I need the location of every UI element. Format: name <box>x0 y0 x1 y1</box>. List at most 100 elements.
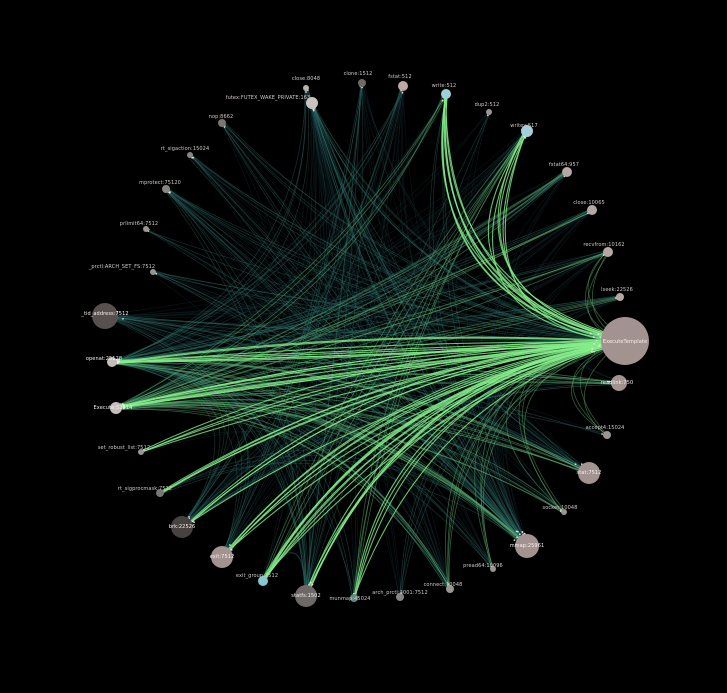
graph-node-pread64_10096[interactable] <box>490 566 496 572</box>
edge <box>305 86 404 595</box>
edge-endpoint-dot <box>168 191 171 194</box>
edge <box>113 170 570 364</box>
edge-endpoint-dot <box>118 358 120 361</box>
edge <box>111 88 307 364</box>
graph-node-statfs_1502[interactable] <box>295 585 317 607</box>
edge <box>219 121 528 546</box>
edge <box>183 341 627 529</box>
edge <box>151 271 625 344</box>
graph-node-openat_25128[interactable] <box>107 357 117 367</box>
graph-node-label-recvfrom_10162: recvfrom:10162 <box>583 242 624 248</box>
edge <box>310 101 359 600</box>
graph-node-close_8048[interactable] <box>303 85 309 91</box>
edge <box>262 132 530 583</box>
graph-node-nop_8662[interactable] <box>218 119 226 127</box>
edge <box>310 104 453 590</box>
graph-node-socket_10048[interactable] <box>561 509 567 515</box>
edge <box>181 384 618 527</box>
edge <box>487 132 627 341</box>
graph-node-label-writev_517: writev:517 <box>510 123 537 129</box>
edge <box>304 85 402 596</box>
edge <box>115 170 568 408</box>
edge <box>311 103 357 598</box>
edge <box>113 209 592 363</box>
edge <box>311 101 530 545</box>
edge-endpoint-dot <box>122 405 125 407</box>
graph-node-exit_7512[interactable] <box>211 546 233 568</box>
edge <box>181 172 569 526</box>
graph-node-stat_7512[interactable] <box>578 462 600 484</box>
edge <box>115 406 452 589</box>
graph-node-mmap_25961[interactable] <box>515 534 539 558</box>
edge-endpoint-dot <box>518 533 521 536</box>
edge-endpoint-dot <box>597 333 600 335</box>
graph-node-exit_group_7512[interactable] <box>258 576 268 586</box>
graph-node-lseek_22526[interactable] <box>616 293 624 301</box>
graph-node-set_robust_list_7512[interactable] <box>138 449 144 455</box>
edge <box>152 271 589 473</box>
edge <box>116 132 526 407</box>
edge <box>182 101 315 529</box>
edge <box>353 342 626 599</box>
edge <box>150 273 449 590</box>
graph-node-set_tid_address_7512[interactable] <box>92 303 118 329</box>
edge <box>167 190 590 475</box>
graph-node-recvfrom_10162[interactable] <box>603 247 613 257</box>
graph-node-rt_sigprocmask_7512[interactable] <box>156 489 164 497</box>
graph-node-mprotect_75120[interactable] <box>162 185 170 193</box>
graph-node-clone_1512[interactable] <box>358 79 366 87</box>
edge <box>110 83 405 363</box>
edge <box>362 84 528 546</box>
graph-node-readlink_750[interactable] <box>611 375 627 391</box>
edge <box>402 85 528 545</box>
edge <box>112 207 593 361</box>
edge <box>110 362 250 558</box>
graph-node-label-connect_10048: connect:10048 <box>424 582 463 588</box>
edge <box>222 123 627 344</box>
edge <box>142 339 624 453</box>
graph-node-label-fstat64_957: fstat64:957 <box>549 162 579 168</box>
edge <box>487 210 592 547</box>
graph-node-accept4_15024[interactable] <box>603 431 611 439</box>
graph-node-arch_prctl_3001[interactable] <box>396 593 404 601</box>
edge <box>110 361 449 591</box>
edge <box>264 101 328 583</box>
graph-node-brk_22526[interactable] <box>171 516 193 538</box>
edge <box>312 104 494 570</box>
edge <box>189 153 590 473</box>
graph-node-fstat64_957[interactable] <box>562 167 572 177</box>
edge <box>110 130 530 363</box>
edge <box>113 295 619 361</box>
edge <box>112 89 307 364</box>
edge-endpoint-dot <box>591 347 594 350</box>
edge-endpoint-dot <box>309 581 312 584</box>
edge <box>116 399 564 512</box>
edge <box>110 129 526 364</box>
graph-node-connect_10048[interactable] <box>446 585 454 593</box>
edge <box>113 361 451 589</box>
edge <box>304 84 363 597</box>
edge <box>496 250 609 548</box>
graph-node-writev_517[interactable] <box>521 125 533 137</box>
edge <box>115 170 567 409</box>
graph-node-prctl_arch_set_fs[interactable] <box>150 269 156 275</box>
edge <box>167 188 624 341</box>
graph-node-prlimit64_7512[interactable] <box>143 226 149 232</box>
graph-node-execute_52414[interactable] <box>110 402 122 414</box>
edge <box>112 361 309 597</box>
graph-node-dup2_512[interactable] <box>486 109 492 115</box>
edge <box>361 83 529 545</box>
graph-node-close_10065[interactable] <box>587 205 597 215</box>
graph-node-execute_template[interactable] <box>601 317 649 365</box>
edge <box>113 360 225 527</box>
graph-node-label-set_tid_address_7512: _tid_address:7512 <box>80 311 128 317</box>
graph-node-munmap_45024[interactable] <box>350 594 358 602</box>
graph-node-fstat_512[interactable] <box>398 81 408 91</box>
edge <box>262 102 313 584</box>
graph-node-write_512[interactable] <box>441 89 451 99</box>
edge-endpoint-dot <box>401 91 404 94</box>
graph-node-label-socket_10048: socket:10048 <box>543 505 578 511</box>
graph-node-rt_sigaction_15024[interactable] <box>187 152 193 158</box>
graph-node-futex_wake[interactable] <box>306 97 318 109</box>
graph-node-label-nop_8662: nop:8662 <box>209 114 234 120</box>
